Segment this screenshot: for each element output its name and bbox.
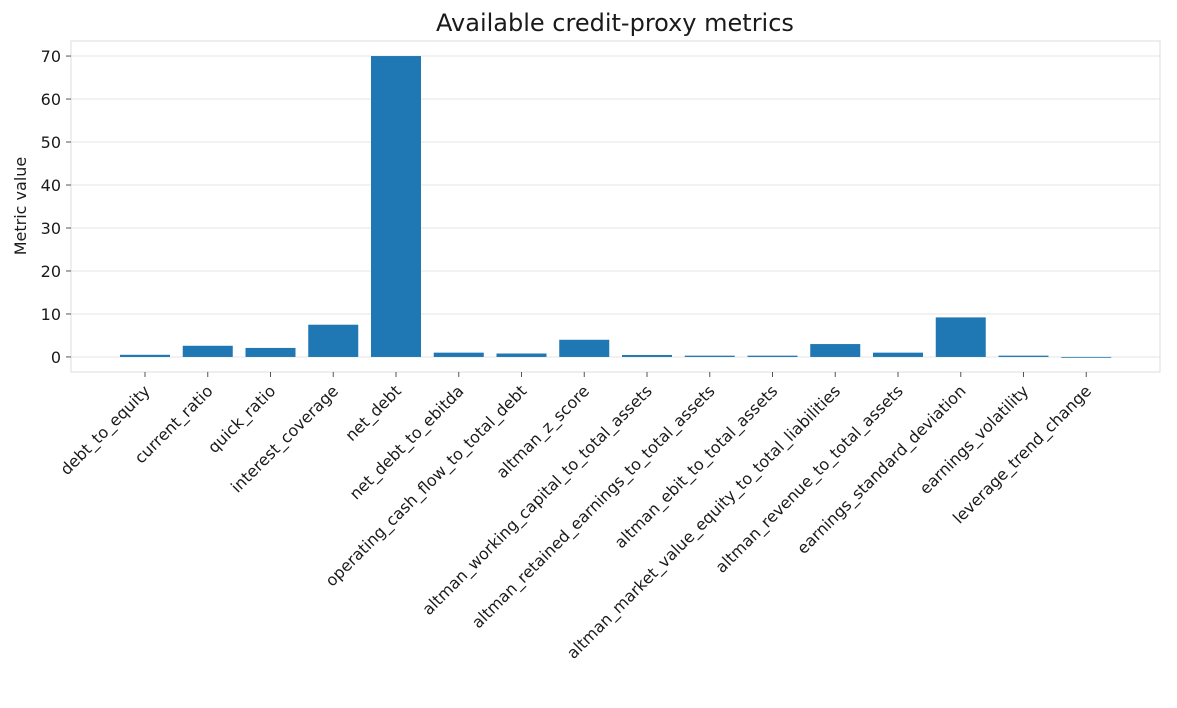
plot-frame: [70, 40, 1161, 373]
bar: [371, 56, 421, 357]
bar: [559, 339, 610, 357]
x-tick-label: debt_to_equity: [56, 381, 154, 479]
gridlines: [71, 55, 1160, 358]
bar: [308, 324, 359, 357]
x-tick-label: net_debt_to_ebitda: [346, 381, 469, 504]
bar: [810, 344, 861, 357]
bar: [998, 355, 1049, 357]
bar: [1061, 356, 1112, 358]
x-tick-label: interest_coverage: [227, 381, 343, 497]
bar: [120, 354, 170, 357]
bar: [433, 352, 484, 357]
y-tick-label: 30: [41, 219, 61, 238]
y-axis-label: Metric value: [11, 157, 30, 256]
y-axis-ticks: 0 10 20 30 40 50 60 70: [41, 47, 71, 367]
x-axis-ticks: debt_to_equitycurrent_ratioquick_ratioin…: [56, 372, 1096, 663]
bar: [684, 355, 735, 357]
bar: [182, 345, 233, 357]
y-tick-label: 40: [41, 176, 61, 195]
y-tick-label: 20: [41, 262, 61, 281]
bar: [245, 347, 296, 357]
bar: [747, 355, 798, 357]
y-tick-label: 70: [41, 47, 61, 66]
chart-title: Available credit-proxy metrics: [436, 9, 794, 37]
bar: [622, 355, 672, 357]
bar: [935, 317, 986, 357]
x-tick-label: net_debt: [341, 381, 405, 445]
y-tick-label: 50: [41, 133, 61, 152]
bars: [120, 56, 1112, 358]
bar: [496, 353, 547, 357]
y-tick-label: 60: [41, 90, 61, 109]
x-tick-label: altman_working_capital_to_total_assets: [418, 381, 656, 619]
y-tick-label: 10: [41, 305, 61, 324]
x-tick-label: earnings_volatility: [916, 381, 1033, 498]
y-tick-label: 0: [51, 348, 61, 367]
bar: [873, 352, 923, 357]
